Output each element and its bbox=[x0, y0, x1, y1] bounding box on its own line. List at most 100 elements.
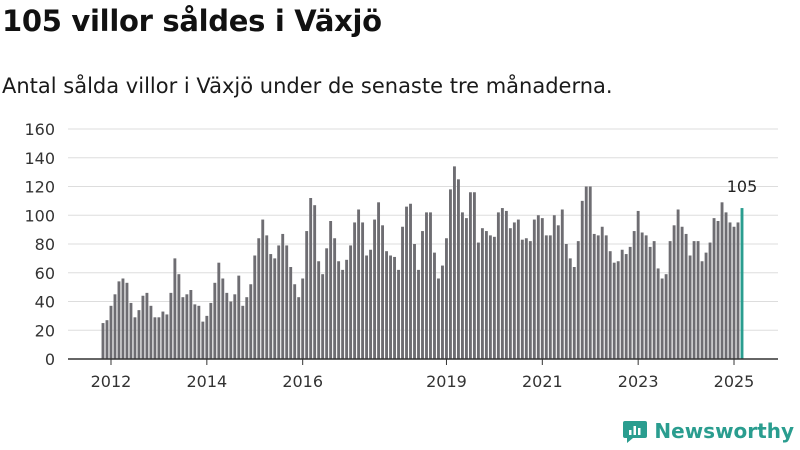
y-tick-label: 160 bbox=[24, 120, 55, 139]
y-tick-label: 60 bbox=[35, 264, 55, 283]
bar bbox=[608, 251, 612, 359]
bar bbox=[592, 233, 596, 359]
brand-logo: Newsworthy bbox=[622, 418, 794, 444]
bar bbox=[604, 235, 608, 359]
bar bbox=[105, 320, 109, 359]
bar bbox=[177, 274, 181, 359]
bar bbox=[169, 292, 173, 359]
bar bbox=[345, 259, 349, 359]
bar bbox=[229, 301, 233, 359]
bar bbox=[472, 192, 476, 359]
bar-chart: 0 20 40 60 80 100 120 140 160 2012 2014 2016 2019 202… bbox=[24, 120, 778, 391]
bar bbox=[269, 254, 273, 359]
bar bbox=[225, 292, 229, 359]
bar bbox=[464, 218, 468, 359]
bar bbox=[389, 255, 392, 359]
bar bbox=[588, 186, 592, 359]
bar bbox=[684, 233, 688, 359]
bar bbox=[385, 251, 388, 359]
y-tick-label: 120 bbox=[24, 178, 55, 197]
bar bbox=[425, 212, 428, 359]
bar bbox=[309, 198, 313, 359]
x-tick-label: 2014 bbox=[186, 372, 227, 391]
bar bbox=[724, 212, 728, 359]
x-tick-label: 2019 bbox=[426, 372, 467, 391]
bar bbox=[648, 246, 652, 359]
bar bbox=[253, 255, 257, 359]
bar bbox=[445, 238, 448, 359]
bar bbox=[429, 212, 432, 359]
highlight-value-label: 105 bbox=[727, 177, 758, 196]
bar bbox=[157, 317, 161, 359]
bar bbox=[512, 222, 516, 359]
bar bbox=[449, 189, 452, 359]
bar bbox=[712, 218, 716, 359]
bar bbox=[245, 297, 249, 359]
bar bbox=[596, 235, 600, 359]
y-tick-label: 20 bbox=[35, 321, 55, 340]
bar bbox=[453, 166, 456, 359]
bar bbox=[129, 302, 133, 359]
bar bbox=[197, 305, 201, 359]
y-tick-label: 100 bbox=[24, 206, 55, 225]
bar bbox=[688, 255, 692, 359]
bar bbox=[237, 275, 241, 359]
bar bbox=[668, 241, 672, 359]
bar bbox=[341, 269, 345, 359]
bar bbox=[644, 235, 648, 359]
bar bbox=[101, 323, 105, 359]
bar bbox=[313, 205, 317, 359]
bar bbox=[377, 202, 381, 359]
bar bbox=[145, 292, 149, 359]
bar bbox=[468, 192, 472, 359]
bar bbox=[676, 209, 680, 359]
bar bbox=[568, 258, 572, 359]
bar bbox=[185, 294, 189, 359]
y-tick-label: 0 bbox=[45, 350, 55, 369]
bar bbox=[576, 241, 580, 359]
bar bbox=[289, 267, 293, 359]
bar bbox=[560, 209, 564, 359]
bar bbox=[632, 231, 636, 359]
bar bbox=[628, 246, 632, 359]
bar bbox=[417, 269, 420, 359]
bar bbox=[640, 232, 644, 359]
bar bbox=[397, 269, 400, 359]
bar bbox=[580, 200, 584, 359]
bar bbox=[700, 261, 704, 359]
bar bbox=[696, 241, 700, 359]
bar bbox=[612, 262, 616, 359]
bar bbox=[141, 295, 145, 359]
bar bbox=[117, 281, 121, 359]
bar bbox=[121, 278, 125, 359]
bar bbox=[680, 226, 684, 359]
bar bbox=[361, 222, 365, 359]
bar bbox=[664, 274, 668, 359]
bar bbox=[381, 225, 384, 359]
x-tick-label: 2016 bbox=[282, 372, 323, 391]
bar bbox=[217, 262, 221, 359]
x-tick-label: 2012 bbox=[91, 372, 132, 391]
bar bbox=[548, 235, 552, 359]
bar bbox=[325, 248, 329, 359]
bar bbox=[165, 314, 169, 359]
brand-name: Newsworthy bbox=[654, 419, 794, 443]
bar bbox=[405, 206, 408, 359]
bar bbox=[716, 221, 720, 359]
bar bbox=[692, 241, 696, 359]
bar bbox=[496, 212, 500, 359]
bar bbox=[329, 221, 333, 359]
bar bbox=[484, 231, 488, 359]
bar bbox=[393, 256, 396, 359]
bar bbox=[528, 241, 532, 359]
chart-title: 105 villor såldes i Växjö bbox=[2, 4, 382, 38]
bar bbox=[357, 209, 361, 359]
bar bbox=[421, 231, 424, 359]
bar bbox=[409, 203, 412, 359]
bar bbox=[476, 242, 480, 359]
bar bbox=[301, 278, 305, 359]
bar bbox=[133, 317, 137, 359]
bar bbox=[333, 238, 337, 359]
bar bbox=[736, 222, 740, 359]
bar bbox=[544, 235, 548, 359]
